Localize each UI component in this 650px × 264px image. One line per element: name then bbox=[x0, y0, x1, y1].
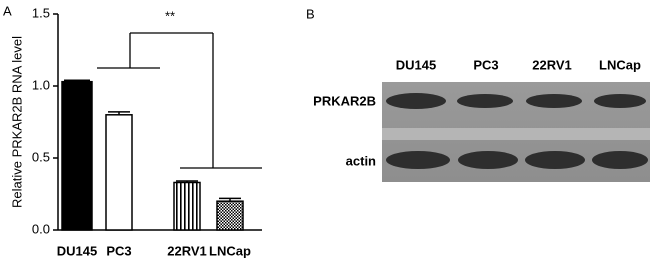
bracket bbox=[97, 32, 262, 169]
error-bar bbox=[64, 79, 90, 82]
x-tick-label: DU145 bbox=[57, 243, 97, 258]
blot bbox=[382, 82, 650, 182]
bar bbox=[61, 80, 93, 231]
y-tick-label: 1.0 bbox=[32, 77, 50, 92]
bar bbox=[105, 114, 133, 231]
row-label: actin bbox=[346, 153, 376, 168]
panel-label: B bbox=[306, 6, 315, 21]
x-tick-label: LNCap bbox=[209, 243, 251, 258]
y-tick-label: 0.5 bbox=[32, 149, 50, 164]
error-bar bbox=[219, 197, 241, 202]
lane-label: DU145 bbox=[396, 57, 436, 72]
lane-label: PC3 bbox=[473, 57, 498, 72]
y-axis-label: Relative PRKAR2B RNA level bbox=[9, 36, 24, 208]
row-label: PRKAR2B bbox=[313, 93, 376, 108]
bar bbox=[216, 200, 244, 231]
x-tick-label: 22RV1 bbox=[167, 243, 207, 258]
error-bar bbox=[108, 111, 130, 115]
y-tick-label: 0.0 bbox=[32, 221, 50, 236]
error-bar bbox=[176, 180, 198, 183]
x-tick-label: PC3 bbox=[106, 243, 131, 258]
y-tick-label: 1.5 bbox=[32, 5, 50, 20]
significance: ** bbox=[165, 8, 175, 23]
bar bbox=[173, 181, 201, 231]
panel-label: A bbox=[3, 3, 12, 18]
lane-label: 22RV1 bbox=[532, 57, 572, 72]
lane-label: LNCap bbox=[599, 57, 641, 72]
